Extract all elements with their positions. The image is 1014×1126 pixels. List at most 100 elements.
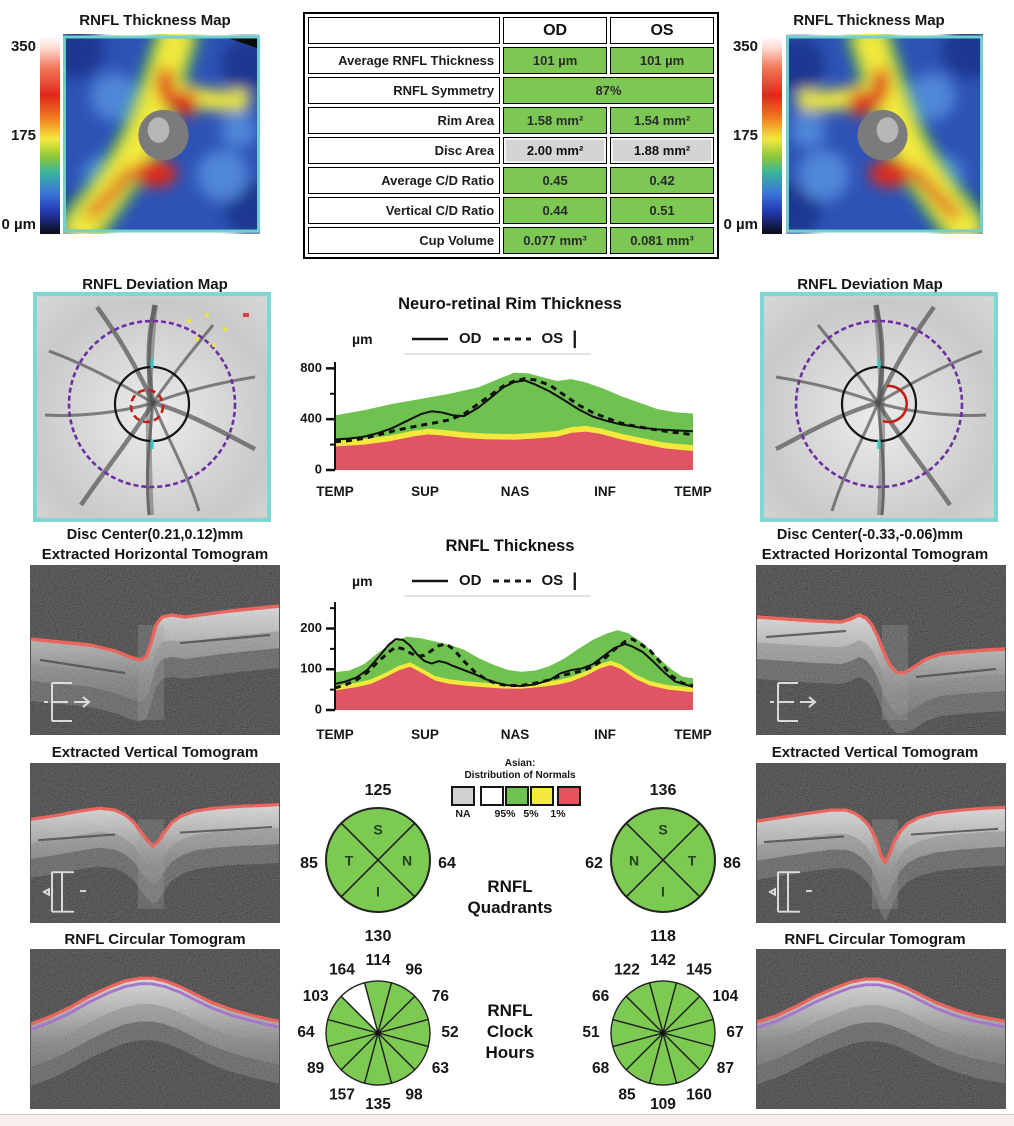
distribution-legend: Asian: Distribution of Normals NA 95% 5%… [450,758,590,828]
calculation-circle [794,319,964,489]
rnfl-chart-legend: OD OS | [404,570,592,597]
svg-text:100: 100 [300,661,322,676]
svg-text:157: 157 [329,1086,355,1103]
svg-text:118: 118 [650,928,676,945]
rim-x-label-temp1: TEMP [316,484,354,499]
svg-text:I: I [376,884,380,900]
calculation-circle [67,319,237,489]
svg-text:103: 103 [303,988,329,1005]
rnfl-x-label-inf: INF [594,727,616,742]
legend-od-label: OD [459,330,482,347]
avg-rnfl-os: 101 µm [610,47,714,74]
os-scale-label-175: 175 [732,127,758,144]
avg-cd-od: 0.45 [503,167,608,194]
od-horizontal-bscan-image [30,565,280,735]
disc-area-os: 1.88 mm² [610,137,714,164]
rim-thickness-chart: 800 400 0 [300,360,694,476]
os-column-header: OS [610,17,714,44]
page-bottom-strip [0,1114,1014,1126]
svg-text:114: 114 [365,952,390,969]
svg-text:66: 66 [592,988,610,1005]
table-row: RNFL Symmetry 87% [308,77,714,104]
svg-text:T: T [688,853,697,869]
od-solid-line-sample [412,579,448,582]
rim-x-label-temp2: TEMP [674,484,712,499]
retinal-vessels [774,304,987,516]
vertical-scan-icon [42,871,86,913]
svg-text:145: 145 [686,962,712,979]
rim-chart-title: Neuro-retinal Rim Thickness [398,295,622,313]
quadrants-section-title: RNFL Quadrants [467,877,553,917]
symmetry-value: 87% [503,77,714,104]
rim-x-label-inf: INF [594,484,616,499]
svg-text:76: 76 [432,988,450,1005]
od-rnfl-quadrants-chart: S T N I 125 85 64 130 [300,782,456,945]
od-disc-center: Disc Center(0.21,0.12)mm [66,527,244,543]
row-label-cup-volume: Cup Volume [308,227,501,254]
os-dashed-line-sample [492,579,531,582]
row-label-symmetry: RNFL Symmetry [308,77,501,104]
avg-rnfl-od: 101 µm [503,47,608,74]
rnfl-summary-table: OD OS Average RNFL Thickness 101 µm 101 … [303,12,719,259]
legend-swatch-normal [505,786,529,806]
legend-bar: | [572,570,578,590]
svg-text:S: S [658,822,667,838]
od-vertical-tomogram-title: Extracted Vertical Tomogram [51,744,259,761]
vertical-scan-icon [768,871,812,913]
od-deviation-map-title: RNFL Deviation Map [82,276,228,293]
horizontal-scan-icon [770,682,817,722]
os-horizontal-tomogram-title: Extracted Horizontal Tomogram [761,546,989,563]
cup-boundary [129,388,165,424]
svg-text:130: 130 [365,928,392,945]
optic-disc-marker [138,109,189,161]
optic-disc-marker [857,109,908,161]
od-fundus-photo [37,297,267,517]
distribution-legend-title-1: Asian: [504,758,536,769]
svg-text:85: 85 [618,1086,636,1103]
clock-hours-section-title: RNFL Clock Hours [485,1001,535,1062]
legend-swatch-above-95 [480,786,504,806]
od-circular-tomogram-title: RNFL Circular Tomogram [64,931,246,948]
os-vertical-bscan-image [756,763,1006,923]
legend-label-95: 95% [494,808,516,820]
od-thickness-map-title: RNFL Thickness Map [79,12,231,29]
svg-text:87: 87 [717,1060,734,1077]
os-circular-tomogram-title: RNFL Circular Tomogram [784,931,966,948]
vert-cd-od: 0.44 [503,197,608,224]
svg-text:85: 85 [300,855,318,872]
svg-text:142: 142 [650,952,676,969]
os-vertical-tomogram-title: Extracted Vertical Tomogram [771,744,979,761]
svg-text:135: 135 [365,1096,391,1113]
corner-cell [308,17,501,44]
od-horizontal-tomogram-title: Extracted Horizontal Tomogram [41,546,269,563]
svg-text:89: 89 [307,1060,325,1077]
legend-swatch-abnormal [557,786,581,806]
avg-cd-os: 0.42 [610,167,714,194]
rnfl-chart-title: RNFL Thickness [445,537,575,555]
svg-text:200: 200 [300,620,322,635]
disc-area-od: 2.00 mm² [503,137,608,164]
od-scale-label-175: 175 [10,127,36,144]
svg-text:67: 67 [726,1024,743,1041]
od-scale-label-350: 350 [10,38,36,55]
legend-swatch-na [451,786,475,806]
cup-boundary [882,384,908,424]
rim-x-label-sup: SUP [411,484,439,499]
legend-label-1: 1% [550,808,566,820]
svg-text:51: 51 [582,1024,600,1041]
svg-text:0: 0 [315,701,322,716]
legend-label-5: 5% [523,808,539,820]
os-deviation-map-title: RNFL Deviation Map [797,276,943,293]
os-deviation-map-frame [760,292,998,522]
os-thickness-map-title: RNFL Thickness Map [793,12,945,29]
svg-text:N: N [629,853,639,869]
svg-text:164: 164 [329,962,355,979]
rim-chart-y-unit: µm [352,331,373,347]
od-scale-label-0: 0 µm [1,216,37,233]
svg-text:62: 62 [585,855,603,872]
svg-text:136: 136 [650,782,677,799]
row-label-avg-cd: Average C/D Ratio [308,167,501,194]
od-rnfl-thickness-heatmap [63,34,260,234]
svg-text:96: 96 [405,962,423,979]
